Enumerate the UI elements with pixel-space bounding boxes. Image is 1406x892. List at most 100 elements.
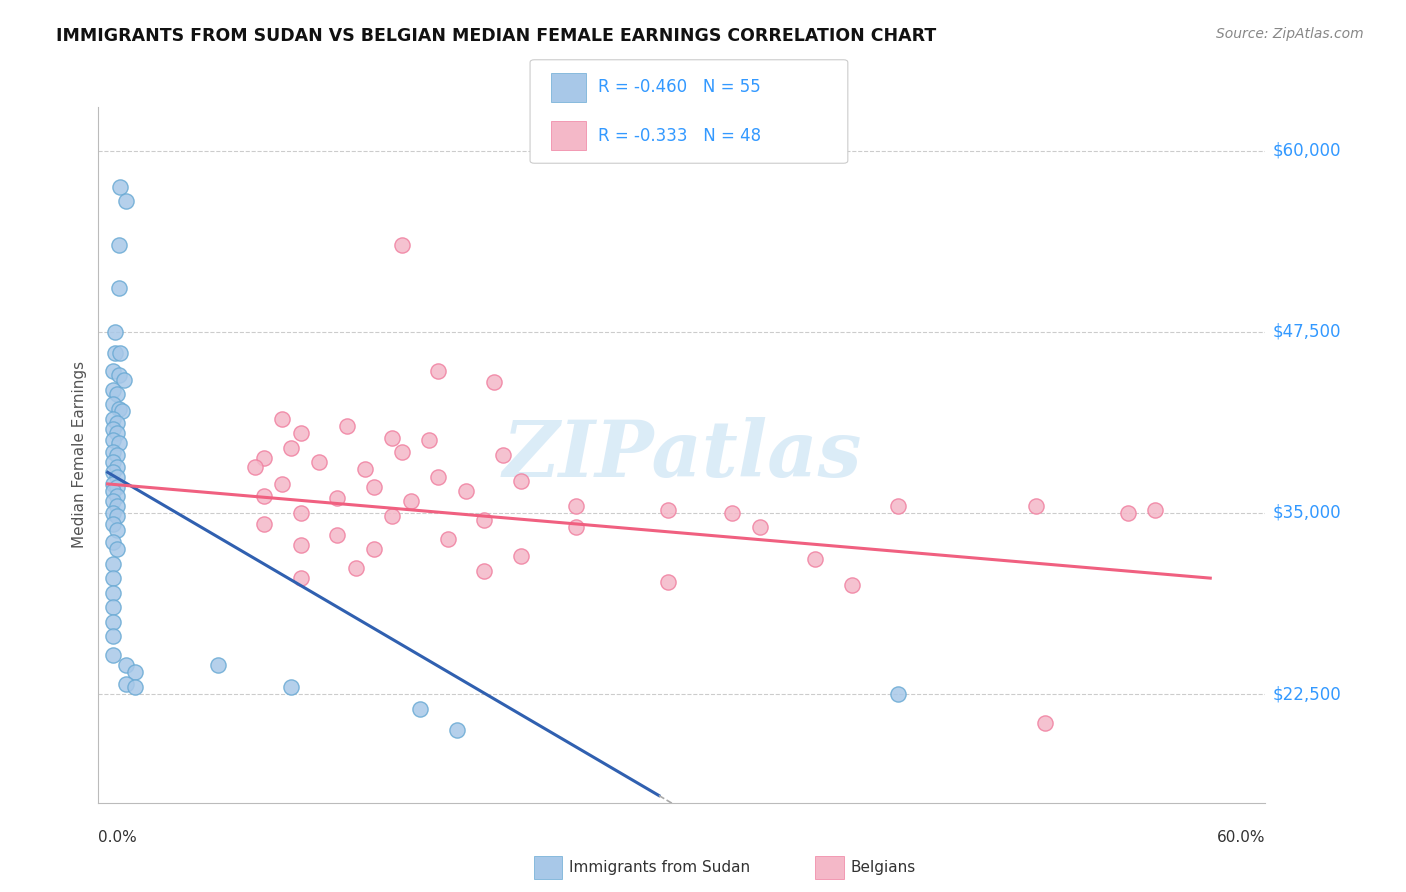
Point <box>381 508 404 523</box>
Point <box>104 346 127 360</box>
Point <box>243 459 266 474</box>
Point <box>253 517 276 532</box>
Point <box>105 499 128 513</box>
Point <box>308 455 330 469</box>
Point <box>363 480 385 494</box>
Point <box>101 477 124 491</box>
Text: R = -0.333   N = 48: R = -0.333 N = 48 <box>598 127 761 145</box>
Point <box>391 445 413 459</box>
Point <box>657 503 679 517</box>
Point <box>271 477 294 491</box>
Point <box>749 520 772 534</box>
Point <box>841 578 863 592</box>
Point <box>124 665 146 680</box>
Point <box>436 532 458 546</box>
Point <box>105 523 128 537</box>
Point <box>271 411 294 425</box>
Point <box>381 431 404 445</box>
Point <box>107 368 129 383</box>
Point <box>492 448 515 462</box>
Point <box>1116 506 1139 520</box>
Text: 0.0%: 0.0% <box>98 830 138 845</box>
Point <box>110 179 132 194</box>
Point <box>101 434 124 448</box>
Text: 60.0%: 60.0% <box>1218 830 1265 845</box>
Point <box>418 434 440 448</box>
Point <box>1025 499 1047 513</box>
Point <box>344 561 367 575</box>
Point <box>510 549 533 564</box>
Point <box>105 542 128 557</box>
Point <box>290 506 312 520</box>
Point <box>472 513 495 527</box>
Point <box>101 422 124 436</box>
Point <box>105 448 128 462</box>
Point <box>446 723 468 738</box>
Point <box>887 687 910 701</box>
Point <box>101 615 124 629</box>
Point <box>107 281 129 295</box>
Point <box>101 506 124 520</box>
Point <box>657 575 679 590</box>
Point <box>454 484 477 499</box>
Point <box>280 680 302 694</box>
Point <box>101 517 124 532</box>
Point <box>363 542 385 557</box>
Point <box>101 535 124 549</box>
Point <box>107 436 129 450</box>
Point <box>101 571 124 585</box>
Point <box>290 571 312 585</box>
Point <box>290 426 312 441</box>
Point <box>105 387 128 401</box>
Point <box>101 648 124 662</box>
Point <box>101 445 124 459</box>
Point <box>101 494 124 508</box>
Point <box>427 364 450 378</box>
Point <box>482 376 505 390</box>
Point <box>253 450 276 465</box>
Point <box>111 404 134 418</box>
Point <box>101 557 124 571</box>
Point <box>326 491 349 506</box>
Point <box>101 585 124 599</box>
Text: Source: ZipAtlas.com: Source: ZipAtlas.com <box>1216 27 1364 41</box>
Point <box>110 346 132 360</box>
Text: Belgians: Belgians <box>851 861 915 875</box>
Point <box>115 677 138 691</box>
Point <box>112 373 135 387</box>
Point <box>105 469 128 483</box>
Point <box>510 474 533 488</box>
Point <box>101 455 124 469</box>
Text: $47,500: $47,500 <box>1272 323 1341 341</box>
Point <box>887 499 910 513</box>
Point <box>1033 716 1056 731</box>
Text: $35,000: $35,000 <box>1272 504 1341 522</box>
Point <box>101 383 124 397</box>
Point <box>101 600 124 615</box>
Point <box>101 484 124 499</box>
Point <box>391 237 413 252</box>
Text: IMMIGRANTS FROM SUDAN VS BELGIAN MEDIAN FEMALE EARNINGS CORRELATION CHART: IMMIGRANTS FROM SUDAN VS BELGIAN MEDIAN … <box>56 27 936 45</box>
Point <box>804 552 827 566</box>
Text: R = -0.460   N = 55: R = -0.460 N = 55 <box>598 78 761 96</box>
Point <box>107 401 129 416</box>
Point <box>335 419 357 434</box>
Point <box>105 508 128 523</box>
Point <box>105 416 128 430</box>
Point <box>427 469 450 483</box>
Point <box>721 506 744 520</box>
Point <box>105 459 128 474</box>
Point <box>409 701 432 715</box>
Point <box>105 489 128 503</box>
Point <box>1144 503 1167 517</box>
Point <box>290 538 312 552</box>
Point <box>253 489 276 503</box>
Point <box>101 466 124 480</box>
Text: Immigrants from Sudan: Immigrants from Sudan <box>569 861 751 875</box>
Point <box>101 411 124 425</box>
Point <box>105 480 128 494</box>
Point <box>207 658 229 673</box>
Point <box>354 462 377 476</box>
Point <box>104 325 127 339</box>
Point <box>472 564 495 578</box>
